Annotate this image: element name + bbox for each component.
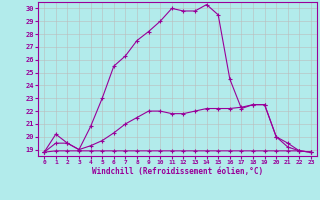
X-axis label: Windchill (Refroidissement éolien,°C): Windchill (Refroidissement éolien,°C) xyxy=(92,167,263,176)
